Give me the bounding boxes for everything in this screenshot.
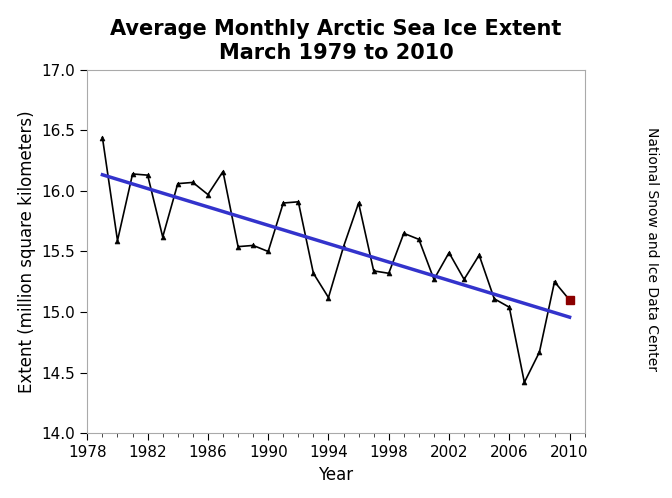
Text: National Snow and Ice Data Center: National Snow and Ice Data Center: [645, 127, 659, 371]
Title: Average Monthly Arctic Sea Ice Extent
March 1979 to 2010: Average Monthly Arctic Sea Ice Extent Ma…: [110, 19, 562, 63]
X-axis label: Year: Year: [319, 466, 353, 484]
Y-axis label: Extent (million square kilometers): Extent (million square kilometers): [18, 110, 36, 393]
